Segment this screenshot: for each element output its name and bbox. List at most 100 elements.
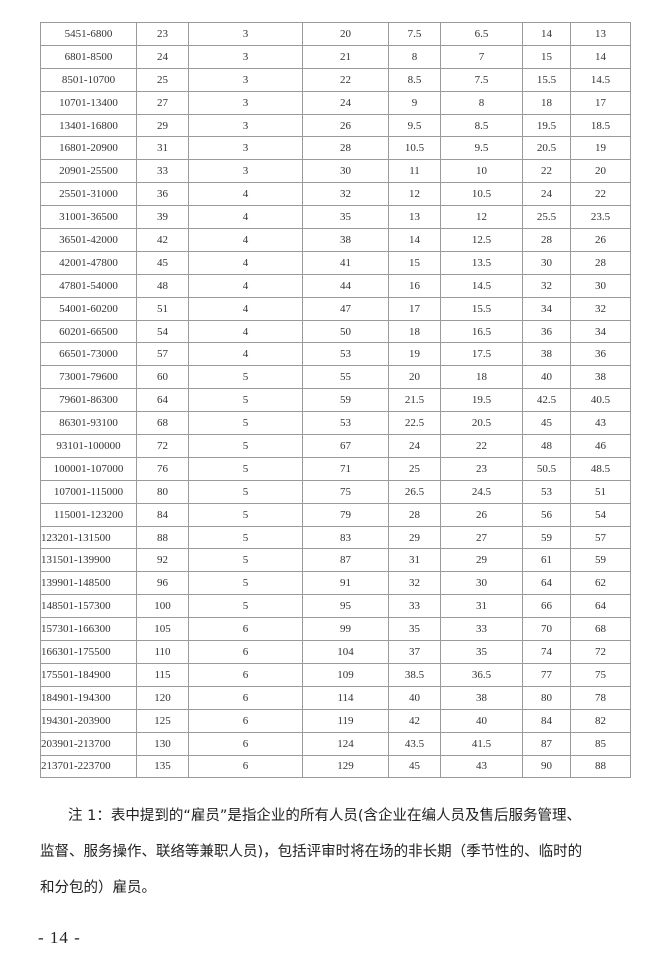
value-cell: 9.5 <box>388 113 441 138</box>
value-cell: 54 <box>136 319 189 344</box>
value-cell: 19.5 <box>522 113 571 138</box>
value-cell: 40 <box>522 365 571 390</box>
value-cell: 19.5 <box>440 388 523 413</box>
value-cell: 51 <box>570 479 631 504</box>
value-cell: 21 <box>302 44 389 69</box>
value-cell: 42.5 <box>522 388 571 413</box>
table-row: 10701-13400 27 3 24 9 8 18 17 <box>40 90 631 115</box>
value-cell: 6 <box>188 708 303 733</box>
range-cell: 131501-139900 <box>40 548 137 573</box>
value-cell: 110 <box>136 640 189 664</box>
value-cell: 36 <box>570 342 631 367</box>
table-row: 36501-42000 42 4 38 14 12.5 28 26 <box>40 228 631 252</box>
value-cell: 77 <box>522 662 571 687</box>
table-row: 115001-123200 84 5 79 28 26 56 54 <box>40 502 631 527</box>
value-cell: 53 <box>522 479 571 504</box>
value-cell: 119 <box>302 708 389 733</box>
value-cell: 12 <box>388 182 441 207</box>
value-cell: 62 <box>570 571 631 596</box>
value-cell: 50 <box>302 319 389 344</box>
data-table: 5451-6800 23 3 20 7.5 6.5 14 13 6801-8500 24 3 21 8 7… <box>40 22 631 779</box>
value-cell: 18.5 <box>570 113 631 138</box>
value-cell: 75 <box>570 662 631 687</box>
value-cell: 24.5 <box>440 479 523 504</box>
value-cell: 59 <box>570 548 631 573</box>
value-cell: 64 <box>570 594 631 619</box>
value-cell: 5 <box>188 594 303 619</box>
value-cell: 115 <box>136 662 189 687</box>
range-cell: 184901-194300 <box>40 685 137 710</box>
value-cell: 30 <box>302 159 389 184</box>
value-cell: 61 <box>522 548 571 573</box>
value-cell: 10 <box>440 159 523 184</box>
value-cell: 3 <box>188 44 303 69</box>
value-cell: 7.5 <box>440 67 523 92</box>
value-cell: 79 <box>302 502 389 527</box>
table-row: 60201-66500 54 4 50 18 16.5 36 34 <box>40 319 631 344</box>
value-cell: 37 <box>388 640 441 664</box>
value-cell: 53 <box>302 411 389 436</box>
value-cell: 33 <box>440 617 523 642</box>
value-cell: 74 <box>522 640 571 664</box>
range-cell: 47801-54000 <box>40 273 137 298</box>
table-row: 20901-25500 33 3 30 11 10 22 20 <box>40 159 631 184</box>
value-cell: 20.5 <box>440 411 523 436</box>
value-cell: 125 <box>136 708 189 733</box>
value-cell: 8 <box>388 44 441 69</box>
value-cell: 25 <box>388 456 441 481</box>
value-cell: 109 <box>302 662 389 687</box>
table-row: 79601-86300 64 5 59 21.5 19.5 42.5 40.5 <box>40 388 631 413</box>
value-cell: 20.5 <box>522 136 571 161</box>
value-cell: 92 <box>136 548 189 573</box>
value-cell: 42 <box>136 228 189 252</box>
range-cell: 139901-148500 <box>40 571 137 596</box>
value-cell: 3 <box>188 113 303 138</box>
value-cell: 45 <box>388 754 441 779</box>
value-cell: 4 <box>188 273 303 298</box>
range-cell: 25501-31000 <box>40 182 137 207</box>
value-cell: 50.5 <box>522 456 571 481</box>
value-cell: 43 <box>440 754 523 779</box>
value-cell: 64 <box>522 571 571 596</box>
table-row: 203901-213700 130 6 124 43.5 41.5 87 85 <box>40 731 631 756</box>
table-row: 5451-6800 23 3 20 7.5 6.5 14 13 <box>40 22 631 46</box>
value-cell: 56 <box>522 502 571 527</box>
value-cell: 18 <box>388 319 441 344</box>
value-cell: 8 <box>440 90 523 115</box>
table-row: 123201-131500 88 5 83 29 27 59 57 <box>40 525 631 550</box>
value-cell: 87 <box>302 548 389 573</box>
value-cell: 4 <box>188 182 303 207</box>
value-cell: 3 <box>188 159 303 184</box>
value-cell: 24 <box>388 434 441 458</box>
value-cell: 16.5 <box>440 319 523 344</box>
value-cell: 42 <box>388 708 441 733</box>
value-cell: 22 <box>440 434 523 458</box>
value-cell: 6 <box>188 754 303 779</box>
table-row: 66501-73000 57 4 53 19 17.5 38 36 <box>40 342 631 367</box>
value-cell: 4 <box>188 342 303 367</box>
range-cell: 54001-60200 <box>40 296 137 321</box>
value-cell: 27 <box>136 90 189 115</box>
value-cell: 59 <box>522 525 571 550</box>
value-cell: 4 <box>188 205 303 230</box>
value-cell: 83 <box>302 525 389 550</box>
value-cell: 9 <box>388 90 441 115</box>
value-cell: 64 <box>136 388 189 413</box>
value-cell: 22 <box>522 159 571 184</box>
range-cell: 203901-213700 <box>40 731 137 756</box>
value-cell: 22 <box>302 67 389 92</box>
value-cell: 38 <box>522 342 571 367</box>
value-cell: 72 <box>570 640 631 664</box>
value-cell: 6.5 <box>440 22 523 46</box>
page-number: - 14 - <box>38 928 81 947</box>
range-cell: 8501-10700 <box>40 67 137 92</box>
value-cell: 29 <box>136 113 189 138</box>
value-cell: 5 <box>188 479 303 504</box>
value-cell: 25.5 <box>522 205 571 230</box>
value-cell: 35 <box>440 640 523 664</box>
value-cell: 36.5 <box>440 662 523 687</box>
value-cell: 114 <box>302 685 389 710</box>
table-row: 54001-60200 51 4 47 17 15.5 34 32 <box>40 296 631 321</box>
value-cell: 16 <box>388 273 441 298</box>
value-cell: 70 <box>522 617 571 642</box>
